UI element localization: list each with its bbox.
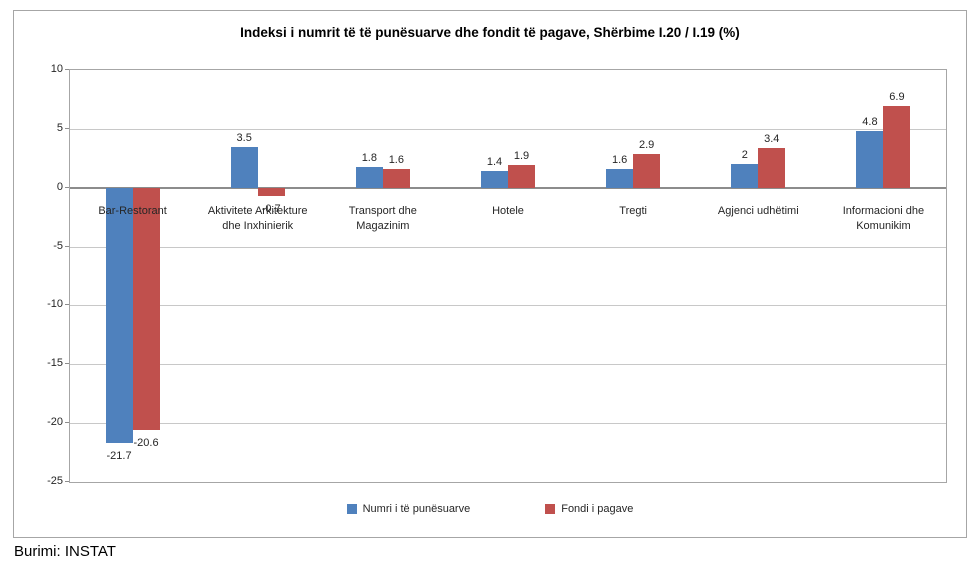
y-tick-label: -5 (53, 239, 63, 252)
value-label: 1.6 (611, 153, 628, 166)
category-label: Aktivitete Arkitekture dhe Inxhinierik (207, 204, 308, 232)
chart-legend: Numri i të punësuarve Fondi i pagave (14, 503, 966, 515)
y-tick-label: -10 (47, 298, 63, 311)
bar-series2 (758, 147, 786, 188)
bar-series2 (132, 187, 160, 431)
y-tick-label: -15 (47, 357, 63, 370)
category-label: Informacioni dhe Komunikim (842, 204, 925, 232)
y-tick-label: -20 (47, 416, 63, 429)
bar-series1 (606, 168, 634, 188)
y-tick-mark (65, 69, 69, 70)
value-label: 6.9 (889, 91, 905, 104)
value-label: 3.4 (764, 132, 780, 145)
value-label: -0.7 (261, 202, 281, 215)
y-tick-mark (65, 127, 69, 129)
value-label: 1.8 (361, 151, 377, 164)
legend-item: Numri i të punësuarve (346, 503, 471, 515)
y-tick-mark (65, 245, 69, 247)
source-label: Burimi: INSTAT (14, 543, 116, 560)
value-label: 2.9 (638, 138, 655, 151)
bar-series2 (257, 187, 285, 196)
value-label: 4.8 (862, 116, 878, 129)
gridline (70, 364, 946, 366)
y-tick-mark (65, 304, 69, 306)
y-tick-mark (65, 422, 69, 424)
y-tick-label: 10 (50, 63, 63, 75)
y-tick-label: 0 (56, 180, 63, 193)
category-label: Transport dhe Magazinim (348, 204, 417, 232)
y-tick-label: -25 (47, 475, 63, 487)
bar-series2 (883, 106, 911, 188)
bar-series1 (731, 164, 759, 188)
y-tick-mark (65, 363, 69, 365)
legend-label: Numri i të punësuarve (362, 503, 471, 515)
category-label: Agjenci udhëtimi (717, 204, 799, 217)
y-tick-mark (65, 186, 69, 188)
gridline (70, 128, 946, 130)
category-label: Tregti (619, 204, 647, 217)
value-label: -21.7 (106, 450, 132, 463)
bar-series2 (633, 153, 661, 188)
value-label: 3.5 (236, 131, 252, 144)
bar-series2 (508, 165, 535, 188)
bar-series1 (105, 187, 133, 444)
y-tick-mark (65, 481, 69, 482)
bar-series2 (382, 168, 410, 188)
bar-series1 (856, 131, 884, 188)
plot-area: -21.7 -20.6 Bar-Restorant 3.5 -0.7 Aktivitete… (69, 69, 947, 483)
value-label: -20.6 (133, 437, 159, 450)
bar-series1 (355, 166, 383, 188)
gridline (70, 423, 946, 425)
value-label: 1.9 (513, 150, 530, 163)
chart-frame: Indeksi i numrit të të punësuarve dhe fo… (13, 10, 967, 538)
legend-swatch (545, 504, 556, 514)
legend-label: Fondi i pagave (561, 503, 634, 515)
gridline (70, 246, 946, 248)
value-label: 1.6 (388, 153, 404, 166)
bar-series1 (230, 146, 258, 188)
chart-title: Indeksi i numrit të të punësuarve dhe fo… (240, 25, 740, 40)
bar-series1 (481, 171, 508, 188)
category-label: Hotele (492, 204, 524, 217)
zero-axis-line (70, 186, 946, 189)
value-label: 2 (741, 149, 748, 162)
category-label: Bar-Restorant (98, 204, 167, 217)
legend-item: Fondi i pagave (545, 503, 633, 515)
gridline (70, 305, 946, 307)
legend-swatch (346, 504, 357, 514)
y-tick-label: 5 (56, 121, 63, 134)
value-label: 1.4 (486, 156, 503, 169)
